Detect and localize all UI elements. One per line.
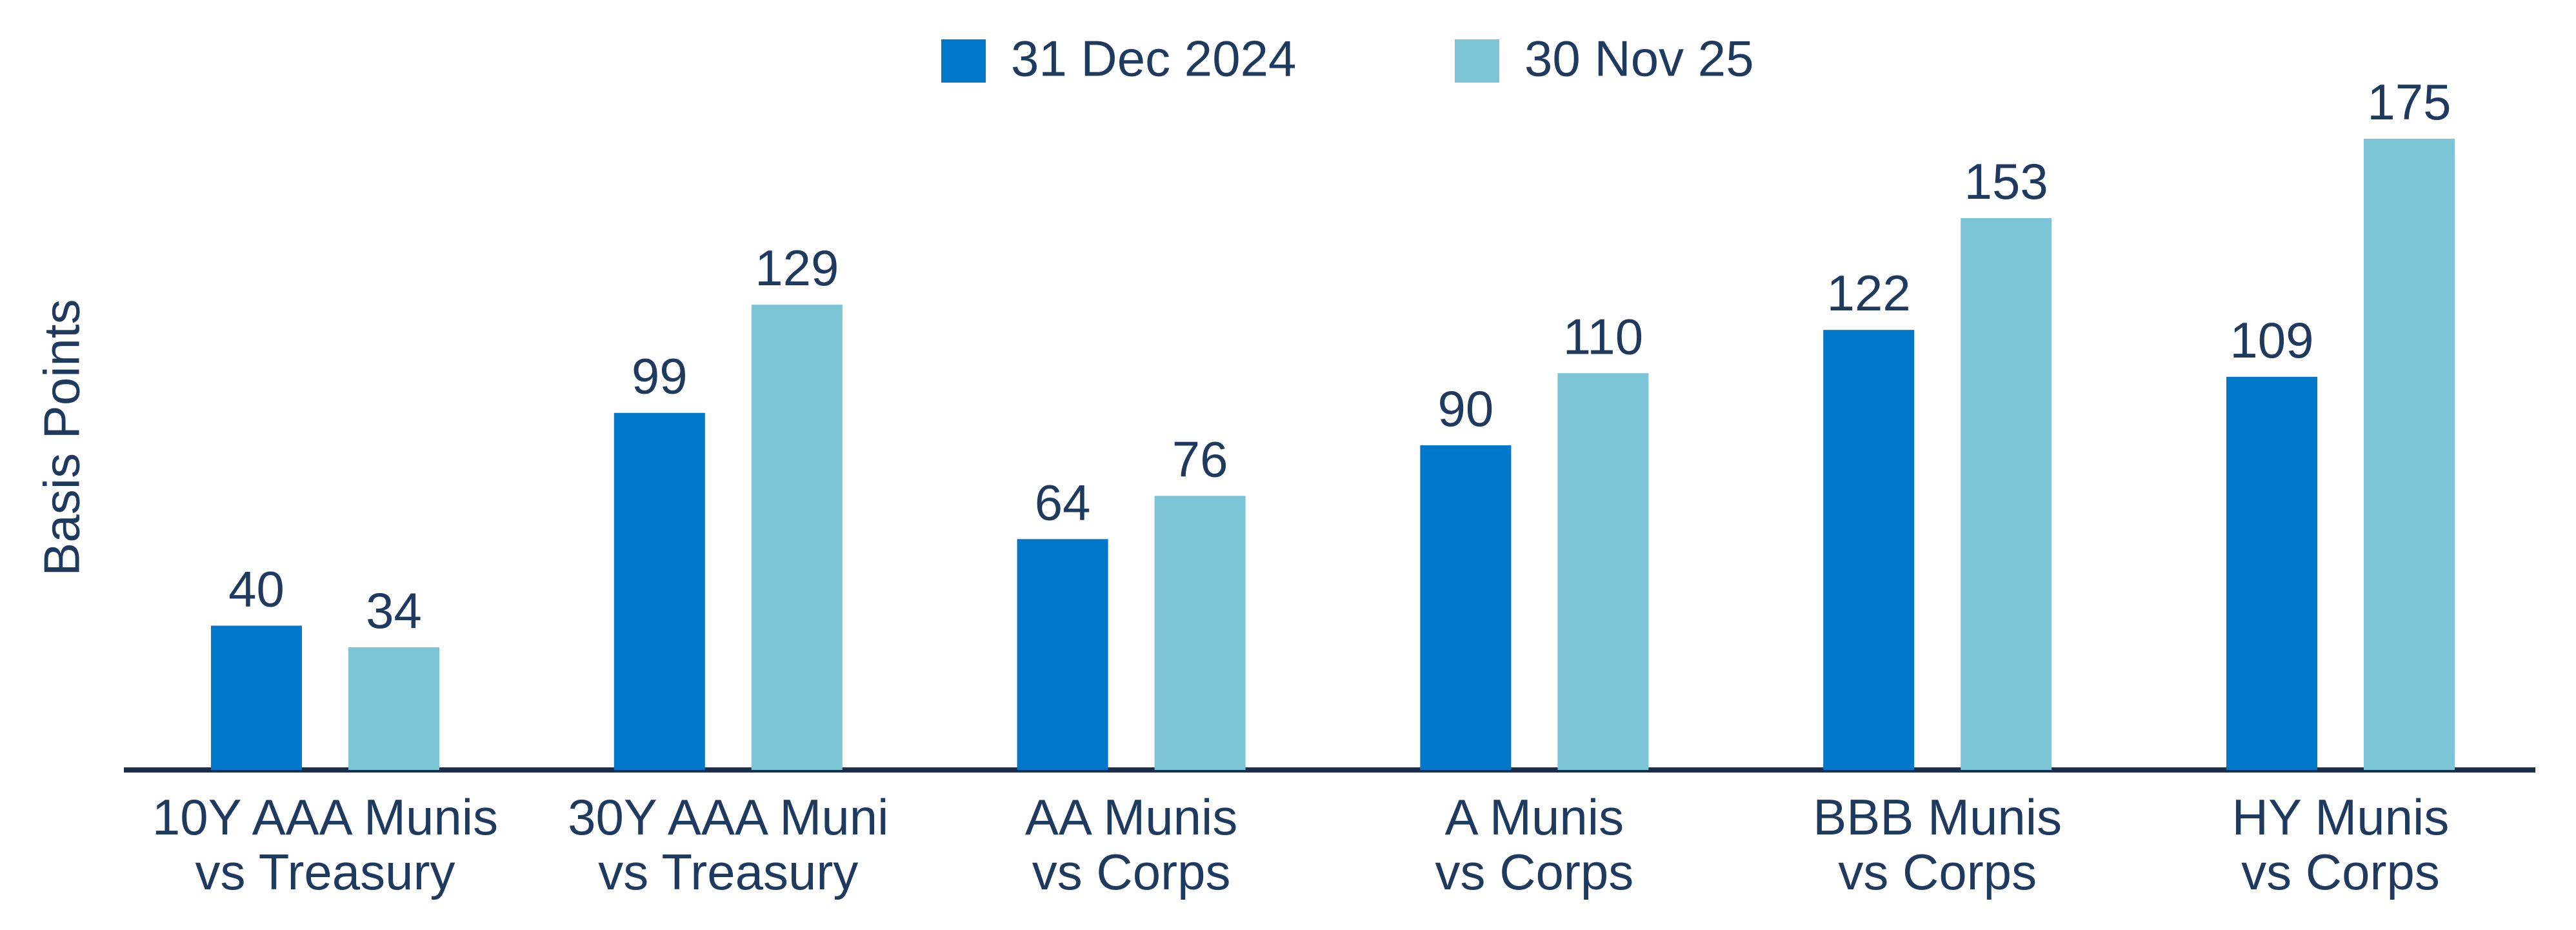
bar [348,647,439,770]
x-tick-label-line: BBB Munis [1813,789,2062,845]
legend-swatch [1455,39,1499,83]
bar [614,412,705,770]
bar [1154,496,1246,770]
bar [1420,445,1512,770]
x-tick-label-line: AA Munis [1025,789,1237,845]
x-tick-label: A Munis vs Corps [1435,789,1634,900]
value-label: 99 [632,348,688,405]
x-tick-label-line: vs Treasury [598,844,858,900]
value-label: 40 [228,560,285,617]
value-label: 76 [1172,430,1228,487]
bar [1823,330,1915,770]
bar [1017,539,1108,770]
bar [2364,139,2455,770]
value-label: 129 [755,239,839,296]
x-tick-label-line: vs Corps [2241,844,2440,900]
bar [1961,217,2052,770]
x-tick-label-line: vs Corps [1032,844,1231,900]
x-tick-label-line: 10Y AAA Munis [152,789,498,845]
value-label: 109 [2230,312,2313,369]
x-tick-label-line: vs Treasury [195,844,455,900]
value-label: 153 [1964,153,2048,210]
value-label: 34 [366,582,422,639]
bar [751,305,843,770]
value-label: 122 [1827,265,1911,321]
x-tick-label: 30Y AAA Muni vs Treasury [568,789,888,900]
x-tick-label-line: vs Corps [1435,844,1634,900]
x-tick-label-line: vs Corps [1838,844,2037,900]
bar [2226,376,2317,770]
legend-label: 31 Dec 2024 [1011,30,1296,87]
x-tick-label: HY Munis vs Corps [2232,789,2450,900]
x-tick-label: AA Munis vs Corps [1025,789,1237,900]
value-label: 64 [1035,474,1091,531]
y-axis-label: Basis Points [34,299,90,576]
x-tick-label-line: 30Y AAA Muni [568,789,888,845]
x-tick-label: 10Y AAA Munis vs Treasury [152,789,498,900]
x-tick-label-line: A Munis [1445,789,1624,845]
value-label: 175 [2367,74,2451,130]
value-label: 90 [1438,380,1494,437]
legend-swatch [941,39,986,83]
x-tick-label: BBB Munis vs Corps [1813,789,2062,900]
bar [211,625,302,770]
bar [1557,373,1649,770]
value-label: 110 [1563,308,1643,365]
x-tick-label-line: HY Munis [2232,789,2450,845]
legend-label: 30 Nov 25 [1524,30,1754,87]
